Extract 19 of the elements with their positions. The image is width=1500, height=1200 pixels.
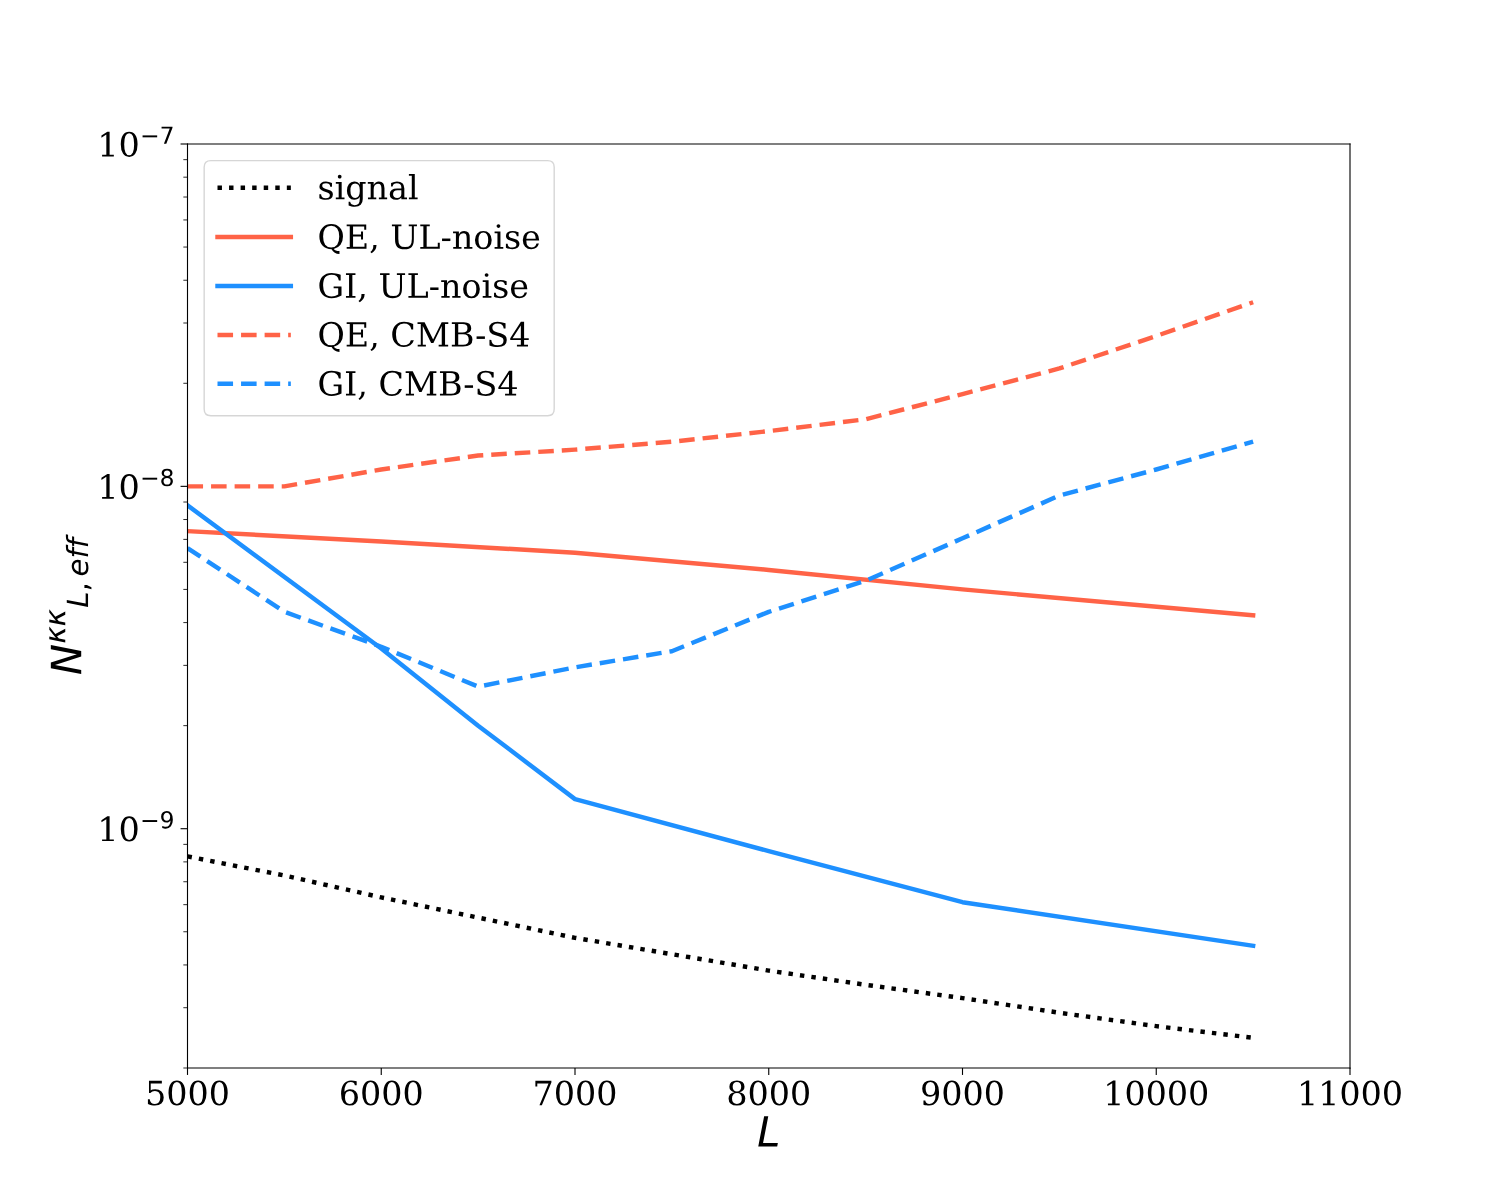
y-axis-title: N$^{κκ}$$_{L,eff}$ <box>49 534 92 675</box>
legend-label: QE, UL-noise <box>319 223 540 255</box>
y-tick-label: 10$^{−9}$ <box>101 811 173 842</box>
y-tick-label: 10$^{−7}$ <box>101 126 173 157</box>
x-tick-label: 11000 <box>1301 1080 1401 1106</box>
x-tick-label: 5000 <box>147 1080 228 1106</box>
x-tick-label: 10000 <box>1107 1080 1208 1106</box>
x-axis-title: L <box>758 1116 778 1147</box>
line-series <box>187 300 1256 489</box>
legend-label: QE, CMB-S4 <box>319 321 529 352</box>
y-tick-label: 10$^{−8}$ <box>101 468 173 500</box>
legend-label: GI, UL-noise <box>319 272 528 303</box>
line-series <box>187 528 1256 618</box>
x-tick-label: 6000 <box>341 1080 422 1106</box>
x-tick-label: 9000 <box>922 1080 1003 1106</box>
legend-label: signal <box>319 174 418 207</box>
legend-label: GI, CMB-S4 <box>319 370 517 401</box>
x-tick-label: 7000 <box>535 1080 616 1106</box>
x-tick-label: 8000 <box>728 1080 809 1106</box>
